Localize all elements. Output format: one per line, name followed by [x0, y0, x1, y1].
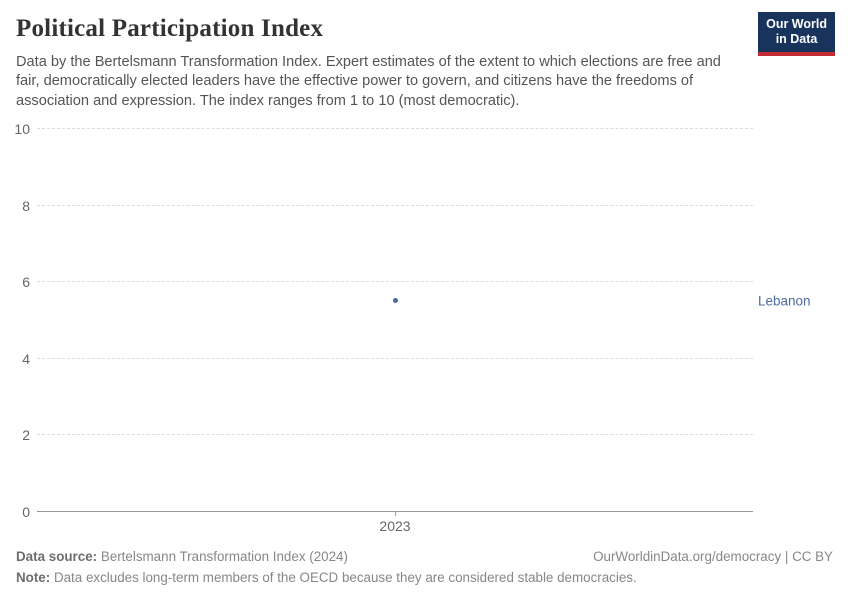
footer-source-label: Data source:	[16, 549, 98, 564]
y-tick-label-8: 8	[22, 197, 30, 214]
gridline-y-4	[37, 357, 753, 359]
y-tick-label-0: 0	[22, 504, 30, 520]
gridline-y-10	[37, 128, 753, 129]
owid-logo[interactable]: Our World in Data	[758, 12, 835, 56]
x-tick-mark	[395, 511, 396, 516]
plot-area: 0 2 4 6 8 10 2023 Lebanon	[14, 122, 810, 534]
gridline-y-8	[37, 204, 753, 206]
footer-note: Note: Data excludes long-term members of…	[16, 570, 637, 585]
footer-note-label: Note:	[16, 570, 51, 585]
owid-logo-line1: Our World	[766, 17, 827, 31]
footer-source: Data source: Bertelsmann Transformation …	[16, 549, 348, 564]
y-tick-label-10: 10	[14, 121, 30, 137]
y-tick-label-2: 2	[22, 427, 30, 444]
series-label-lebanon[interactable]: Lebanon	[758, 293, 811, 309]
chart-title: Political Participation Index	[16, 15, 324, 42]
gridline-y-2	[37, 434, 753, 436]
data-point-lebanon[interactable]	[392, 297, 398, 303]
y-tick-label-6: 6	[22, 274, 30, 291]
footer-link[interactable]: OurWorldinData.org/democracy | CC BY	[593, 549, 833, 564]
gridline-y-6	[37, 281, 753, 283]
x-tick-label: 2023	[379, 518, 411, 534]
y-tick-label-4: 4	[22, 350, 30, 367]
owid-logo-line2: in Data	[775, 32, 818, 47]
chart-subtitle: Data by the Bertelsmann Transformation I…	[16, 54, 721, 109]
footer-note-text: Data excludes long-term members of the O…	[50, 570, 637, 585]
footer-source-text: Bertelsmann Transformation Index (2024)	[97, 549, 348, 564]
